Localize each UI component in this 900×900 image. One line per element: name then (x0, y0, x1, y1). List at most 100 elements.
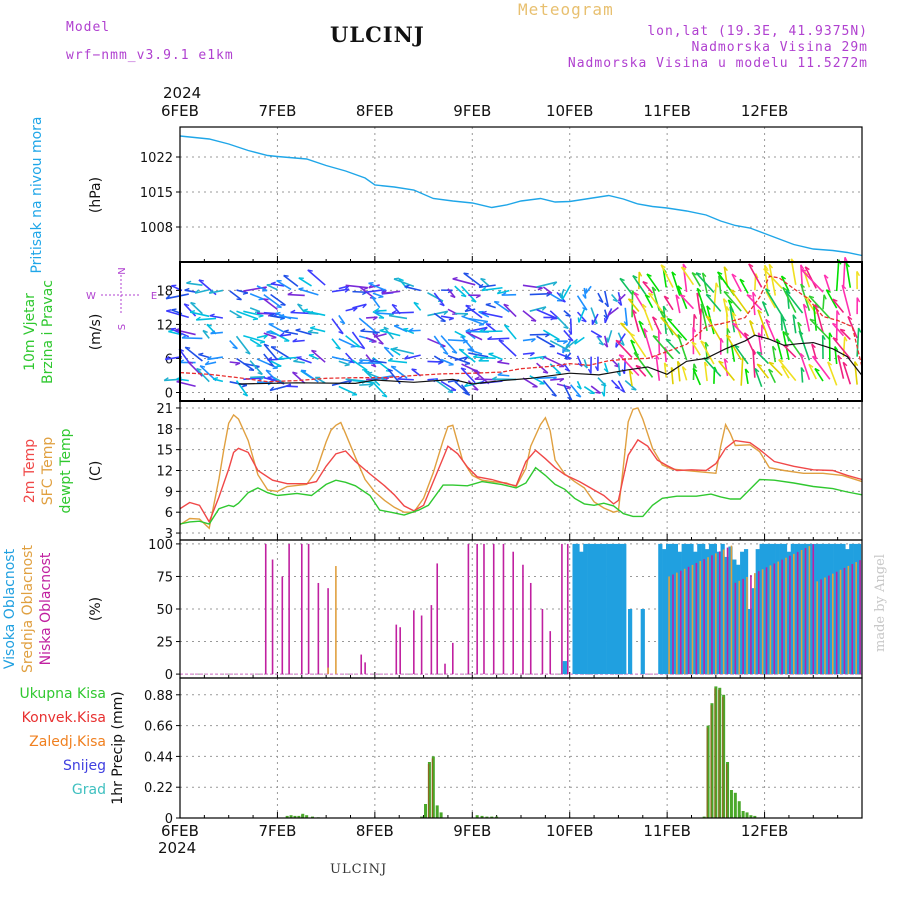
wind-arrow (590, 385, 602, 394)
wind-arrow-head (814, 367, 820, 372)
high-cloud-bar (720, 543, 725, 675)
low-cloud-bar (364, 662, 366, 675)
wind-arrow-head (565, 314, 571, 317)
wind-arrow-head (537, 287, 543, 291)
wind-arrow-head (803, 303, 808, 309)
wind-arrow (331, 318, 344, 335)
ytick-label-cloud: 75 (156, 570, 173, 585)
wind-arrow (663, 295, 674, 311)
wind-arrow (681, 366, 688, 381)
wind-arrow-head (752, 348, 757, 354)
mid-cloud-bar (742, 578, 744, 675)
wind-arrow-head (665, 338, 671, 342)
wind-arrow-head (529, 352, 535, 357)
mid-cloud-bar (859, 560, 861, 675)
wind-arrow (460, 367, 476, 384)
wind-arrow-head (746, 294, 752, 297)
ytick-label-precip: 0.88 (144, 689, 173, 704)
wind-arrow (725, 334, 742, 361)
high-cloud-bar (818, 543, 823, 675)
wind-arrow-head (474, 376, 480, 380)
wind-arrow-head (206, 355, 212, 361)
wind-arrow (765, 319, 777, 342)
wind-arrow-head (478, 357, 484, 362)
wind-arrow-head (270, 281, 276, 285)
wind-arrow-head (443, 310, 449, 316)
wind-arrow-head (577, 317, 580, 323)
wind-arrow (497, 361, 510, 365)
ytick-label-pressure: 1015 (140, 186, 173, 201)
wind-arrow (617, 362, 621, 377)
wind-arrow-head (764, 264, 769, 270)
precip-bar (289, 815, 293, 818)
high-cloud-bar (689, 543, 694, 675)
wind-arrow-head (732, 322, 738, 326)
wind-arrow (705, 293, 722, 312)
wind-arrow (752, 292, 756, 316)
wind-arrow (583, 287, 587, 299)
wind-arrow-head (298, 287, 304, 290)
wind-arrow-head (682, 366, 687, 371)
low-cloud-bar (522, 564, 524, 675)
wind-arrow (764, 288, 783, 317)
wind-arrow (433, 335, 449, 355)
high-cloud-bar (708, 543, 714, 675)
wind-arrow-head (252, 318, 258, 321)
wind-arrow (243, 362, 260, 368)
wind-arrow-head (374, 307, 380, 312)
wind-arrow-head (621, 368, 625, 375)
wind-arrow-head (372, 316, 378, 321)
wind-arrow (298, 288, 319, 296)
wind-arrow (388, 359, 408, 364)
wind-arrow (570, 384, 582, 398)
wind-arrow-head (166, 309, 172, 312)
wind-arrow (569, 318, 573, 335)
wind-arrow-head (478, 323, 484, 326)
dewpoint-line (179, 466, 863, 525)
high-cloud-bar (594, 543, 600, 675)
wind-arrow-head (628, 298, 634, 302)
wind-arrow-head (451, 350, 457, 354)
wind-arrow (375, 312, 394, 316)
wind-arrow (771, 346, 777, 363)
wind-arrow (372, 292, 384, 298)
wind-arrow-head (577, 362, 583, 367)
wind-arrow (403, 328, 415, 335)
wind-arrow-head (704, 361, 709, 367)
wind-arrow (691, 341, 701, 356)
wind-arrow-head (811, 343, 816, 349)
wind-arrow-head (618, 295, 621, 301)
wind-arrow (813, 305, 818, 331)
wind-arrow-head (756, 351, 762, 355)
wind-arrow-head (371, 295, 377, 300)
wind-arrow (291, 371, 306, 384)
wind-arrow-head (706, 305, 711, 310)
precip-bar (714, 686, 718, 818)
wind-arrow-head (464, 307, 470, 312)
precip-bar (420, 816, 424, 818)
low-cloud-bar (271, 559, 274, 675)
panel-unit-precip: 1hr Precip (mm) (110, 691, 126, 805)
wind-arrow (467, 348, 483, 355)
wind-arrow (427, 310, 448, 317)
wind-arrow-head (398, 278, 404, 282)
precip-bar (427, 762, 431, 818)
wind-arrow-head (836, 310, 840, 316)
wind-arrow (279, 333, 292, 337)
wind-arrow (283, 274, 299, 288)
wind-arrow-head (241, 384, 248, 388)
xtick-label-top: 12FEB (741, 102, 788, 120)
precip-bar-shade (714, 688, 716, 818)
wind-arrow (382, 290, 401, 295)
high-cloud-bar (618, 543, 623, 675)
high-cloud-bar (779, 543, 784, 675)
wind-arrow-head (448, 317, 454, 321)
wind-arrow (433, 378, 454, 394)
mid-cloud-bar (796, 551, 799, 675)
wind-arrow-head (381, 394, 388, 398)
wind-arrow-head (734, 344, 740, 349)
wind-arrow-head (680, 294, 686, 298)
wind-arrow-head (651, 286, 657, 291)
ytick-label-cloud: 0 (165, 668, 173, 683)
low-cloud-bar (307, 543, 310, 675)
